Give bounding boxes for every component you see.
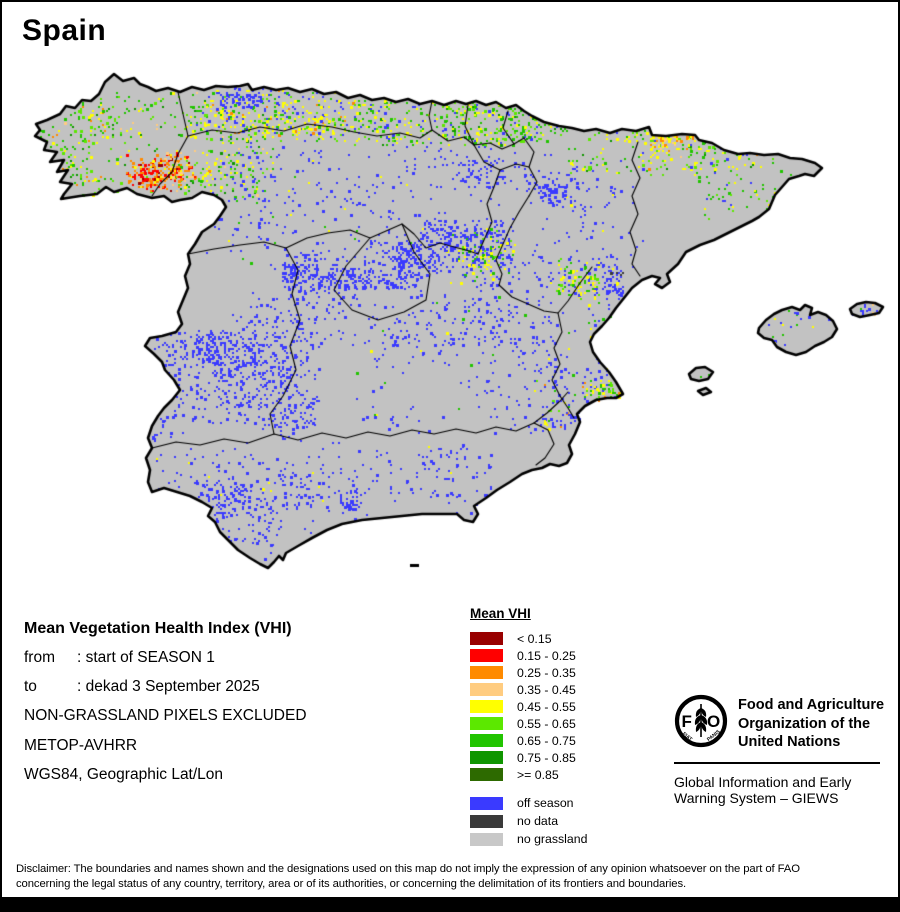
legend-row: >= 0.85 [470, 766, 660, 783]
legend-label: >= 0.85 [517, 767, 559, 782]
legend-label: no grassland [517, 832, 588, 846]
info-line: WGS84, Geographic Lat/Lon [24, 765, 224, 783]
info-heading: Mean Vegetation Health Index (VHI) [24, 620, 292, 637]
fao-org-name: Food and Agriculture Organization of the… [738, 696, 884, 752]
legend-row: off season [470, 794, 660, 812]
legend-row: < 0.15 [470, 630, 660, 647]
giews-line: Warning System – GIEWS [674, 790, 839, 806]
map-info-block: Mean Vegetation Health Index (VHI) from:… [24, 614, 454, 789]
legend-classes: < 0.15 0.15 - 0.25 0.25 - 0.35 0.35 - 0.45 0… [470, 630, 660, 783]
fao-org-name-line: United Nations [738, 734, 841, 751]
legend-row: no data [470, 812, 660, 830]
legend-label: 0.75 - 0.85 [517, 750, 576, 765]
legend-label: 0.15 - 0.25 [517, 648, 576, 663]
legend-swatch [470, 700, 503, 713]
legend-label: no data [517, 814, 559, 828]
fao-motto-fiat: FIAT [681, 731, 693, 742]
legend-swatch [470, 666, 503, 679]
legend-label: 0.25 - 0.35 [517, 665, 576, 680]
info-row-label: to [24, 678, 37, 696]
legend-title: Mean VHI [470, 606, 531, 621]
legend-row: 0.65 - 0.75 [470, 732, 660, 749]
legend-row: 0.55 - 0.65 [470, 715, 660, 732]
legend-row: no grassland [470, 830, 660, 848]
legend-label: < 0.15 [517, 631, 552, 646]
legend-extras: off season no data no grassland [470, 794, 660, 848]
legend-label: 0.45 - 0.55 [517, 699, 576, 714]
fao-logo-icon: F O FIAT PANIS [674, 694, 728, 748]
info-lines: NON-GRASSLAND PIXELS EXCLUDED METOP-AVHRR… [24, 701, 454, 789]
legend-swatch [470, 832, 503, 846]
info-row-label: from [24, 649, 55, 666]
legend-swatch [470, 734, 503, 747]
legend: Mean VHI < 0.15 0.15 - 0.25 0.25 - 0.35 0.3… [470, 606, 660, 848]
legend-row: 0.25 - 0.35 [470, 664, 660, 681]
fao-org-name-line: Organization of the [738, 715, 871, 732]
legend-label: 0.35 - 0.45 [517, 682, 576, 697]
fao-logo-letter-f: F [682, 712, 692, 731]
legend-label: 0.55 - 0.65 [517, 716, 576, 731]
legend-swatch [470, 814, 503, 828]
info-row-value: : dekad 3 September 2025 [77, 678, 260, 696]
disclaimer-line: concerning the legal status of any count… [16, 877, 687, 890]
legend-row: 0.15 - 0.25 [470, 647, 660, 664]
legend-swatch [470, 717, 503, 730]
fao-logo-letter-o: O [707, 712, 720, 731]
info-rows: from : start of SEASON 1 to : dekad 3 Septe… [24, 643, 454, 701]
info-row: to : dekad 3 September 2025 [24, 672, 454, 701]
legend-swatch [470, 649, 503, 662]
giews-name: Global Information and Early Warning Sys… [674, 774, 851, 806]
legend-swatch [470, 683, 503, 696]
divider-line [674, 762, 880, 764]
info-row-value: : start of SEASON 1 [77, 649, 215, 666]
legend-label: 0.65 - 0.75 [517, 733, 576, 748]
legend-swatch [470, 796, 503, 810]
fao-org-name-line: Food and Agriculture [738, 697, 885, 713]
disclaimer-line: Disclaimer: The boundaries and names sho… [16, 863, 800, 875]
info-line: NON-GRASSLAND PIXELS EXCLUDED [24, 707, 307, 725]
info-row: from : start of SEASON 1 [24, 643, 454, 672]
page-title: Spain [22, 14, 107, 47]
legend-label: off season [517, 796, 574, 810]
info-line: METOP-AVHRR [24, 736, 138, 754]
legend-swatch [470, 768, 503, 781]
disclaimer: Disclaimer: The boundaries and names sho… [16, 862, 892, 891]
legend-row: 0.45 - 0.55 [470, 698, 660, 715]
legend-swatch [470, 632, 503, 645]
legend-row: 0.35 - 0.45 [470, 681, 660, 698]
legend-row: 0.75 - 0.85 [470, 749, 660, 766]
giews-line: Global Information and Early [674, 774, 852, 790]
bottom-bar [2, 897, 898, 910]
legend-swatch [470, 751, 503, 764]
